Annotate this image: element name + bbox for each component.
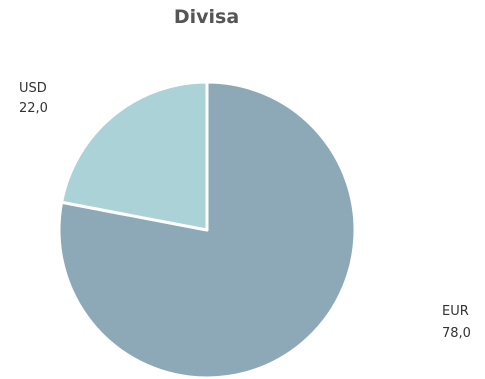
category-label-eur: EUR [442, 304, 469, 319]
value-label-usd: 22,0 [19, 101, 48, 116]
slice-label-usd: USD 22,0 [19, 81, 48, 116]
slice-label-eur: EUR 78,0 [442, 304, 471, 341]
value-label-eur: 78,0 [442, 326, 471, 341]
pie-slices [57, 80, 357, 379]
category-label-usd: USD [19, 81, 47, 96]
pie-slice-usd [60, 80, 209, 232]
chart-title: Divisa [173, 6, 240, 28]
